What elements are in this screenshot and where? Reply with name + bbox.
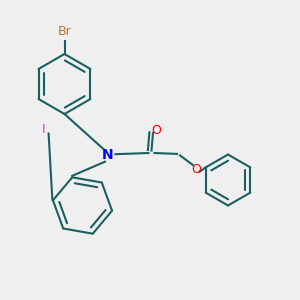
Text: O: O [191,163,201,176]
Text: O: O [151,124,161,137]
Text: Br: Br [58,25,71,38]
Text: I: I [42,122,45,136]
Text: N: N [102,148,114,162]
